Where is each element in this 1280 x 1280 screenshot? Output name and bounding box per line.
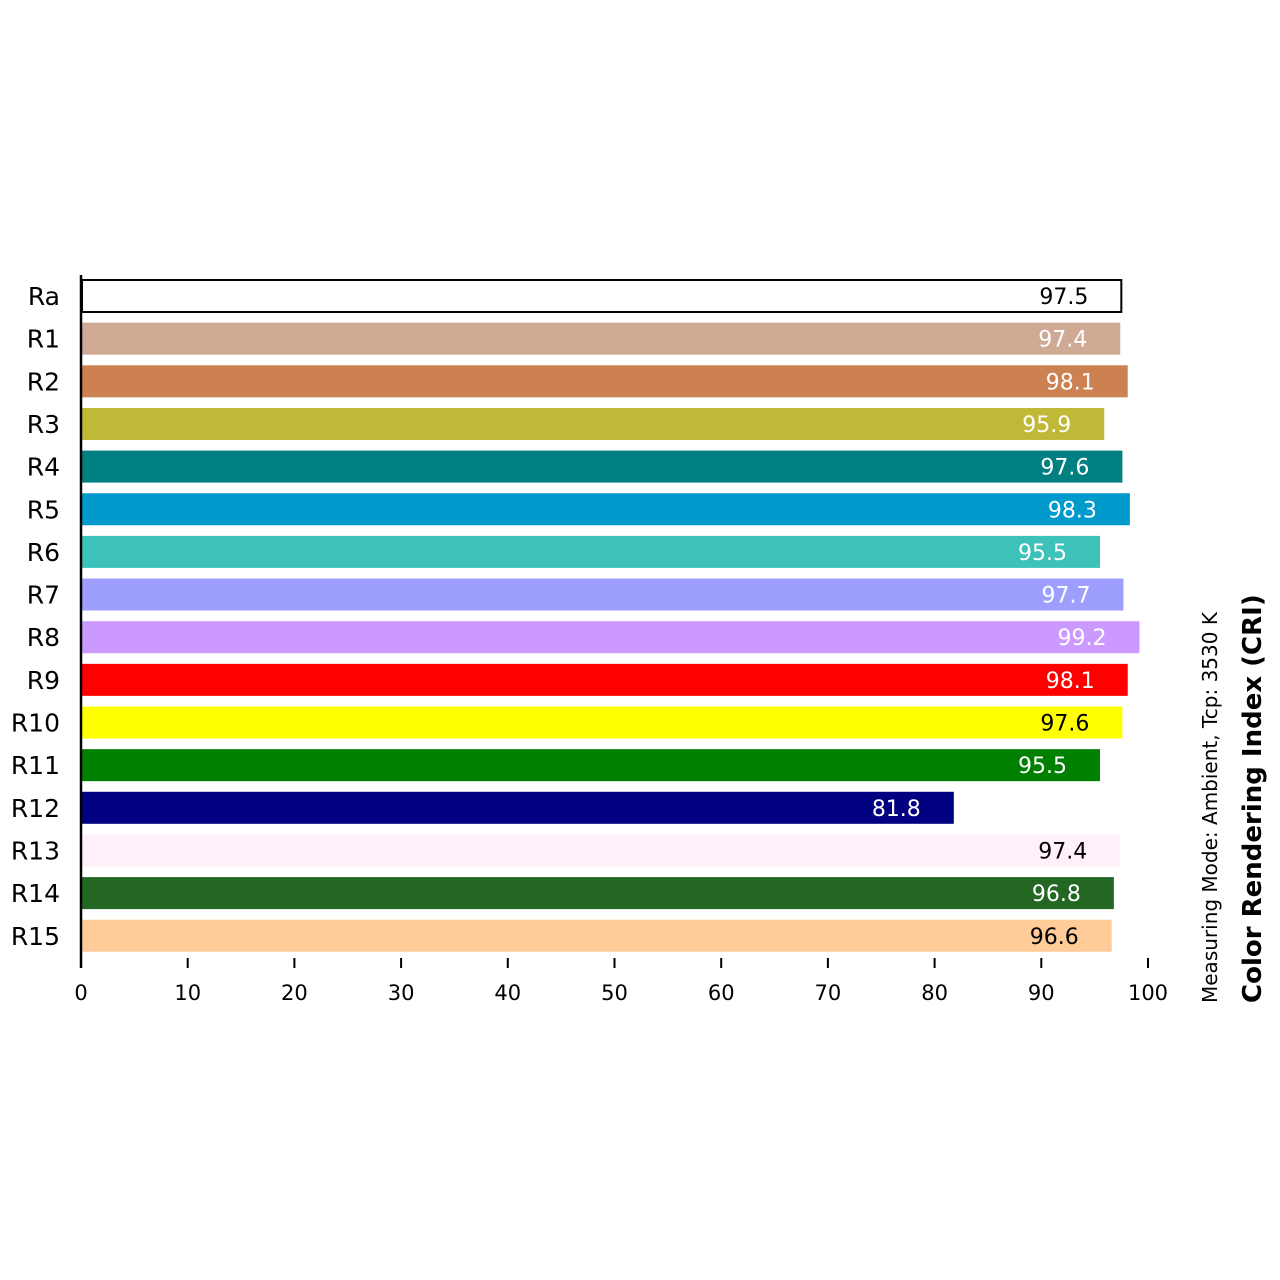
category-label-r9: R9 (27, 666, 60, 695)
category-label-r10: R10 (11, 709, 60, 738)
value-label-r7: 97.7 (1041, 584, 1090, 609)
value-label-r1: 97.4 (1038, 328, 1087, 353)
value-labels-layer: 97.5 97.4 98.1 95.9 97.6 98.3 95.5 97.7 99.2 98.1… (872, 285, 1107, 950)
x-tick-label-10: 10 (174, 981, 201, 1005)
value-label-r2: 98.1 (1046, 370, 1095, 395)
bar-ra (81, 279, 1123, 313)
category-label-r1: R1 (27, 325, 60, 354)
bars-layer (81, 279, 1140, 952)
bar-r13 (82, 834, 1121, 867)
category-label-r13: R13 (11, 836, 60, 865)
value-label-r15: 96.6 (1030, 925, 1079, 950)
bar-r5 (82, 493, 1130, 526)
title-group: Color Rendering Index (CRI) (1238, 594, 1268, 1003)
category-label-r11: R11 (11, 751, 60, 780)
category-label-r7: R7 (27, 581, 60, 610)
bar-r3 (82, 407, 1105, 440)
category-label-r5: R5 (27, 495, 60, 524)
bar-r1 (82, 322, 1121, 355)
bar-r8 (82, 621, 1140, 654)
bar-r2 (82, 365, 1128, 398)
value-label-r5: 98.3 (1048, 498, 1097, 523)
value-label-r8: 99.2 (1057, 626, 1106, 651)
bar-r11 (82, 749, 1100, 782)
x-tick-label-50: 50 (601, 981, 628, 1005)
category-label-r14: R14 (11, 879, 60, 908)
category-labels-layer: Ra R1 R2 R3 R4 R5 R6 R7 R8 R9 R10 R11 R12 R13 R14 R15 (11, 282, 60, 951)
x-tick-label-0: 0 (74, 981, 87, 1005)
value-label-r11: 95.5 (1018, 754, 1067, 779)
category-label-r12: R12 (11, 794, 60, 823)
x-tick-label-40: 40 (494, 981, 521, 1005)
bar-r4 (82, 450, 1123, 483)
bar-r7 (82, 578, 1124, 611)
x-tick-label-80: 80 (921, 981, 948, 1005)
value-label-r6: 95.5 (1018, 541, 1067, 566)
category-label-ra: Ra (28, 282, 60, 311)
value-label-r4: 97.6 (1040, 456, 1089, 481)
category-label-r3: R3 (27, 410, 60, 439)
x-axis-ticks: 0 10 20 30 40 50 60 70 80 90 100 (74, 958, 1168, 1005)
value-label-r10: 97.6 (1040, 712, 1089, 737)
value-label-r13: 97.4 (1038, 839, 1087, 864)
bar-r10 (82, 706, 1123, 739)
bar-r6 (82, 535, 1100, 568)
bar-r14 (82, 877, 1114, 910)
value-label-ra: 97.5 (1039, 285, 1088, 310)
x-tick-label-100: 100 (1128, 981, 1168, 1005)
x-tick-label-30: 30 (388, 981, 415, 1005)
x-tick-label-70: 70 (815, 981, 842, 1005)
bar-r9 (82, 663, 1128, 696)
value-label-r14: 96.8 (1032, 882, 1081, 907)
subtitle-group: Measuring Mode: Ambient, Tcp: 3530 K (1198, 611, 1222, 1003)
chart-subtitle: Measuring Mode: Ambient, Tcp: 3530 K (1198, 611, 1222, 1003)
value-label-r12: 81.8 (872, 797, 921, 822)
bar-r15 (82, 919, 1112, 952)
value-label-r3: 95.9 (1022, 413, 1071, 438)
x-tick-label-60: 60 (708, 981, 735, 1005)
category-label-r4: R4 (27, 453, 60, 482)
category-label-r8: R8 (27, 623, 60, 652)
category-label-r6: R6 (27, 538, 60, 567)
value-label-r9: 98.1 (1046, 669, 1095, 694)
x-tick-label-20: 20 (281, 981, 308, 1005)
bar-r12 (82, 791, 954, 824)
category-label-r2: R2 (27, 367, 60, 396)
x-tick-label-90: 90 (1028, 981, 1055, 1005)
chart-title: Color Rendering Index (CRI) (1238, 594, 1268, 1003)
category-label-r15: R15 (11, 922, 60, 951)
